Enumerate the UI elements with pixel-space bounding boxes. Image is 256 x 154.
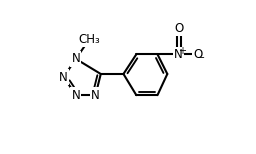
Text: N: N <box>59 71 68 83</box>
Text: CH₃: CH₃ <box>79 33 100 46</box>
Text: O: O <box>174 22 183 35</box>
Text: N: N <box>71 52 80 65</box>
Text: +: + <box>178 46 186 56</box>
Text: N: N <box>91 89 100 102</box>
Text: O: O <box>193 48 202 61</box>
Text: −: − <box>197 53 205 63</box>
Text: N: N <box>174 48 183 61</box>
Text: N: N <box>71 89 80 102</box>
